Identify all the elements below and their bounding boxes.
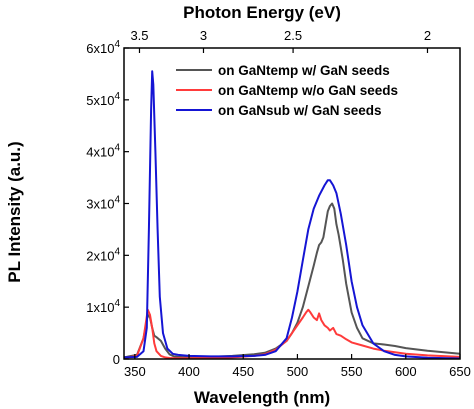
legend-label: on GaNsub w/ GaN seeds <box>218 103 382 118</box>
series-line-1 <box>123 202 461 359</box>
y-axis-title: PL Intensity (a.u.) <box>5 141 24 282</box>
series-line-2 <box>123 308 461 360</box>
y-tick-label: 0 <box>113 352 120 367</box>
y-tick-label: 2x104 <box>86 246 120 263</box>
x-tick-label: 600 <box>395 364 417 379</box>
legend: on GaNtemp w/ GaN seeds on GaNtemp w/o Ga… <box>176 63 398 118</box>
y-tick-label: 3x104 <box>86 195 120 212</box>
top-tick-label: 2 <box>424 28 431 43</box>
top-tick-label: 3.5 <box>130 28 148 43</box>
x-tick-label: 450 <box>232 364 254 379</box>
y-tick-label: 5x104 <box>86 91 120 108</box>
top-ticks: 3.5 3 2.5 2 <box>130 28 431 53</box>
x-ticks: 350 400 450 500 550 600 650 <box>124 354 471 379</box>
top-tick-label: 2.5 <box>284 28 302 43</box>
y-tick-label: 1x104 <box>86 298 120 315</box>
series-line-3 <box>123 70 461 360</box>
y-tick-label: 6x104 <box>86 39 120 56</box>
y-tick-label: 4x104 <box>86 143 120 160</box>
series-layer <box>123 70 461 360</box>
x-axis-title: Wavelength (nm) <box>194 388 330 407</box>
x-tick-label: 500 <box>287 364 309 379</box>
top-tick-label: 3 <box>200 28 207 43</box>
legend-label: on GaNtemp w/o GaN seeds <box>218 83 398 98</box>
x-tick-label: 400 <box>178 364 200 379</box>
legend-label: on GaNtemp w/ GaN seeds <box>218 63 390 78</box>
x-tick-label: 550 <box>341 364 363 379</box>
top-axis-title: Photon Energy (eV) <box>183 3 341 22</box>
x-tick-label: 350 <box>124 364 146 379</box>
y-ticks: 0 1x104 2x104 3x104 4x104 5x104 6x104 <box>86 39 129 367</box>
x-tick-label: 650 <box>449 364 471 379</box>
